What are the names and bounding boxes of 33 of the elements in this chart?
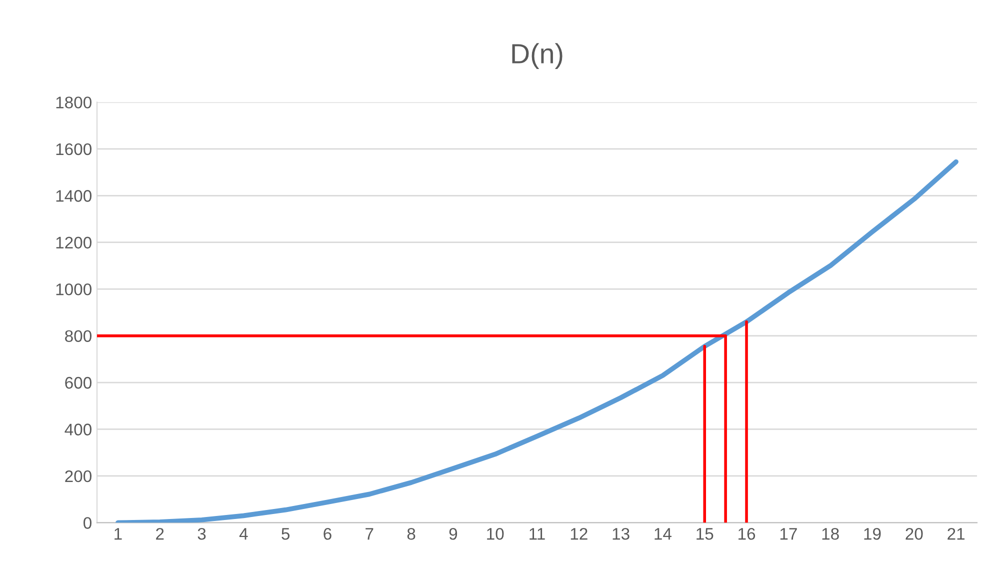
x-tick-label: 21	[948, 528, 965, 540]
x-tick-label: 5	[282, 528, 290, 540]
x-tick-label: 10	[487, 528, 504, 540]
chart-title: D(n)	[512, 43, 562, 70]
y-tick-label: 1800	[56, 96, 92, 108]
x-tick-label: 20	[906, 528, 923, 540]
x-tick-label: 11	[530, 528, 545, 540]
y-tick-label: 1200	[56, 236, 92, 249]
y-tick-label: 800	[65, 330, 92, 342]
x-tick-label: 1	[114, 528, 122, 540]
x-tick-label: 17	[780, 528, 797, 540]
y-tick-label: 400	[64, 424, 92, 436]
line-series	[116, 159, 958, 523]
x-tick-label: 9	[449, 528, 458, 540]
x-tick-label: 6	[324, 528, 332, 540]
x-tick-label: 7	[366, 528, 374, 540]
x-tick-label: 8	[407, 528, 416, 540]
y-tick-label: 600	[65, 376, 92, 389]
x-tick-label: 19	[864, 528, 881, 540]
x-tick-label: 14	[654, 528, 672, 540]
y-tick-label: 1400	[56, 190, 92, 202]
x-tick-label: 2	[156, 528, 164, 540]
x-tick-label: 18	[822, 528, 839, 540]
x-tick-label: 3	[198, 528, 206, 540]
x-tick-label: 12	[570, 528, 588, 540]
x-tick-label: 15	[696, 528, 714, 540]
y-tick-label: 200	[65, 470, 92, 482]
x-tick-label: 16	[738, 528, 756, 540]
x-tick-label: 4	[239, 528, 248, 540]
y-tick-label: 1600	[56, 143, 92, 156]
x-tick-label: 13	[612, 528, 630, 540]
y-tick-label: 1000	[56, 283, 92, 296]
y-tick-label: 0	[84, 517, 92, 529]
